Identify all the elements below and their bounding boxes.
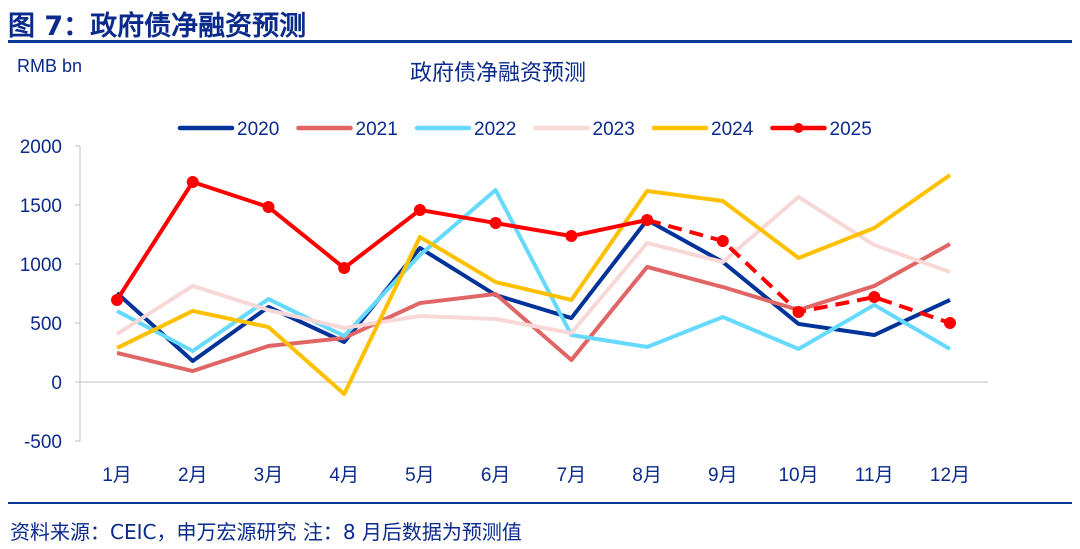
series-2024	[116, 173, 952, 397]
x-tick-label: 1月	[102, 465, 132, 486]
x-tick-label: 10月	[778, 465, 818, 486]
data-point-2025	[489, 217, 502, 230]
x-tick-label: 4月	[329, 465, 359, 486]
chart-title: 政府债净融资预测	[410, 60, 586, 85]
footer-divider	[8, 502, 1072, 504]
y-tick-label: 1000	[20, 255, 62, 276]
data-point-2025	[944, 317, 956, 329]
y-tick-label: 2000	[20, 137, 62, 158]
data-point-2025	[641, 213, 654, 226]
series-line-2020	[115, 217, 951, 363]
data-point-2025	[565, 230, 578, 243]
data-point-2025	[186, 175, 199, 188]
y-axis-unit: RMB bn	[17, 56, 83, 76]
figure-title: 图 7：政府债净融资预测	[8, 11, 307, 42]
y-tick-label: -500	[24, 432, 62, 453]
series-2023	[115, 194, 951, 336]
x-tick-label: 12月	[930, 465, 970, 486]
x-tick-label: 5月	[405, 465, 435, 486]
source-note: 资料来源：CEIC，申万宏源研究 注：8 月后数据为预测值	[10, 520, 522, 544]
y-tick-label: 0	[51, 373, 62, 394]
x-tick-label: 2月	[178, 465, 208, 486]
legend-marker-2025	[793, 123, 804, 133]
x-tick-label: 7月	[557, 465, 587, 486]
data-point-2025	[413, 203, 426, 216]
series-2025	[111, 175, 956, 329]
series-line-2025	[115, 179, 648, 302]
legend-label-2021: 2021	[356, 119, 398, 140]
legend-label-2023: 2023	[593, 119, 635, 140]
legend-label-2022: 2022	[474, 119, 516, 140]
y-tick-label: 1500	[20, 196, 62, 217]
x-tick-label: 3月	[254, 465, 284, 486]
legend-label-2020: 2020	[237, 119, 279, 140]
series-line-2023	[115, 194, 951, 336]
data-point-2025	[111, 293, 123, 306]
data-point-2025	[792, 306, 805, 319]
x-tick-label: 6月	[481, 465, 511, 486]
legend-label-2025: 2025	[830, 119, 872, 140]
series-2020	[115, 217, 951, 363]
y-tick-label: 500	[30, 314, 62, 335]
data-point-2025	[262, 201, 275, 214]
data-point-2025	[716, 234, 729, 247]
x-tick-label: 8月	[632, 465, 662, 486]
x-tick-label: 9月	[708, 465, 738, 486]
legend-label-2024: 2024	[711, 119, 754, 140]
title-divider	[8, 40, 1072, 43]
x-tick-label: 11月	[855, 465, 894, 486]
data-point-2025	[868, 291, 881, 304]
series-line-2024	[116, 173, 952, 397]
data-point-2025	[338, 262, 351, 275]
